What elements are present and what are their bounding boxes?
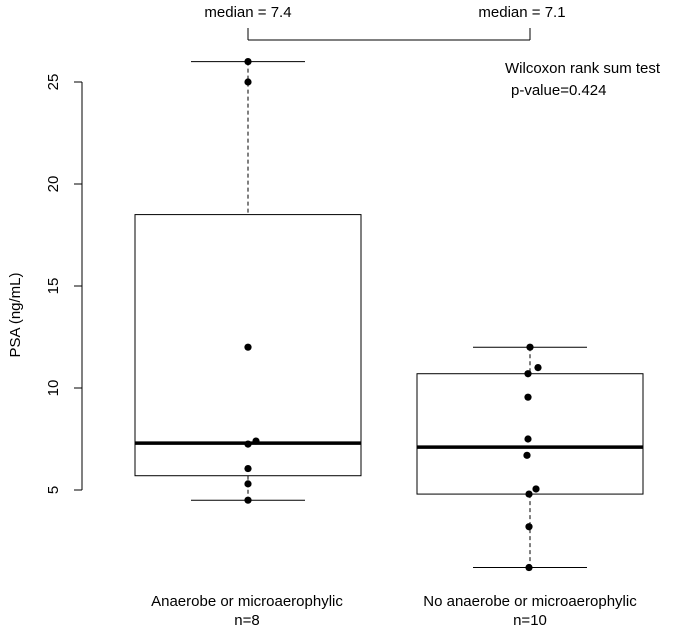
y-axis-ticks: 5 10 15 20 25: [45, 74, 82, 494]
y-tick-label: 10: [45, 380, 62, 397]
box-group-2: [416, 343, 644, 572]
data-point: [244, 78, 252, 86]
data-point: [524, 370, 532, 378]
y-tick-label: 25: [45, 74, 62, 91]
data-point: [532, 485, 540, 493]
comparison-bracket: [247, 28, 531, 41]
box-groups: [134, 58, 644, 572]
data-point: [523, 451, 531, 459]
test-name: Wilcoxon rank sum test: [505, 60, 661, 77]
y-tick-label: 15: [45, 278, 62, 295]
data-point: [244, 440, 252, 448]
p-value: p-value=0.424: [511, 82, 607, 99]
data-point: [524, 435, 532, 443]
box-group-1: [134, 58, 362, 504]
data-point: [244, 343, 252, 351]
group-2-n: n=10: [513, 612, 547, 628]
y-tick-label: 20: [45, 176, 62, 193]
iqr-box: [134, 214, 362, 477]
data-point: [525, 523, 533, 531]
data-point: [534, 364, 542, 372]
median-label-group-1: median = 7.4: [204, 4, 291, 21]
median-label-group-2: median = 7.1: [478, 4, 565, 21]
data-point: [244, 496, 252, 504]
data-point: [524, 393, 532, 401]
group-2-label: No anaerobe or microaerophylic: [423, 593, 637, 610]
data-point: [252, 437, 260, 445]
group-1-n: n=8: [234, 612, 259, 628]
y-tick-label: 5: [45, 486, 62, 494]
iqr-box: [416, 373, 644, 495]
data-point: [244, 480, 252, 488]
data-point: [525, 490, 533, 498]
y-axis-label: PSA (ng/mL): [7, 272, 24, 357]
data-point: [244, 58, 252, 66]
data-point: [244, 464, 252, 473]
group-1-label: Anaerobe or microaerophylic: [151, 593, 343, 610]
data-point: [526, 343, 534, 351]
data-point: [525, 563, 533, 572]
